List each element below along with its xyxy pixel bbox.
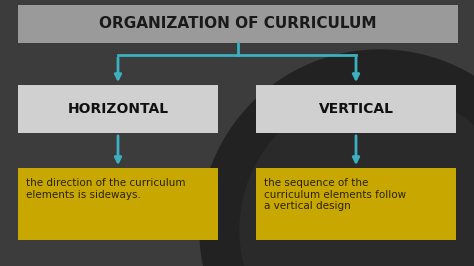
FancyBboxPatch shape <box>18 168 218 240</box>
Text: the direction of the curriculum
elements is sideways.: the direction of the curriculum elements… <box>26 178 185 200</box>
Text: the sequence of the
curriculum elements follow
a vertical design: the sequence of the curriculum elements … <box>264 178 406 211</box>
FancyBboxPatch shape <box>18 5 458 43</box>
Text: ORGANIZATION OF CURRICULUM: ORGANIZATION OF CURRICULUM <box>99 16 377 31</box>
Circle shape <box>240 90 474 266</box>
FancyBboxPatch shape <box>256 85 456 133</box>
Circle shape <box>200 50 474 266</box>
FancyBboxPatch shape <box>18 85 218 133</box>
Text: VERTICAL: VERTICAL <box>319 102 393 116</box>
FancyBboxPatch shape <box>256 168 456 240</box>
Text: HORIZONTAL: HORIZONTAL <box>67 102 169 116</box>
